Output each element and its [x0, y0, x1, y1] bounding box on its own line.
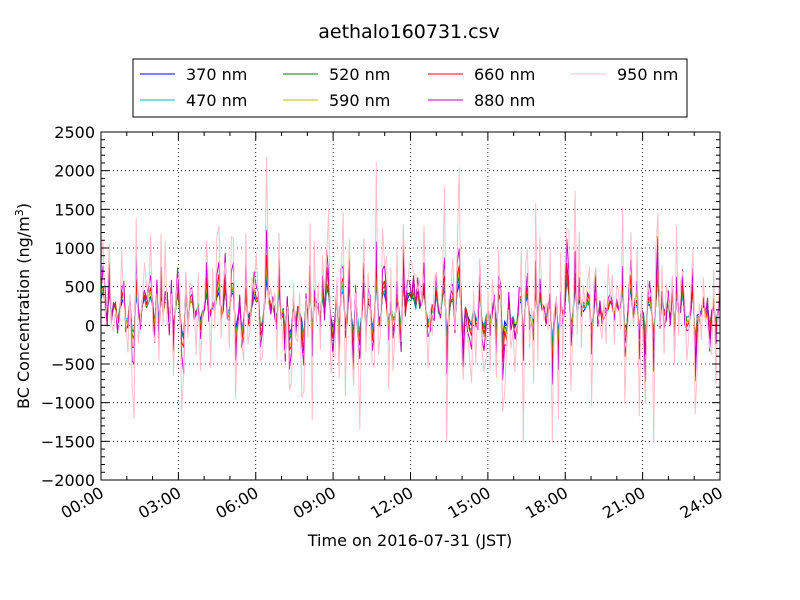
y-tick-label: 1000 [54, 239, 95, 258]
legend-label: 520 nm [329, 65, 390, 84]
x-tick-label: 12:00 [367, 483, 416, 523]
chart-title: aethalo160731.csv [318, 21, 500, 43]
x-tick-label: 06:00 [212, 483, 261, 523]
svg-text:BC Concentration (ng/m3): BC Concentration (ng/m3) [13, 203, 33, 409]
x-tick-label: 18:00 [522, 483, 571, 523]
series-line-950-nm [101, 156, 720, 443]
legend-label: 590 nm [329, 91, 390, 110]
legend-label: 950 nm [617, 65, 678, 84]
x-tick-label: 24:00 [677, 483, 726, 523]
x-tick-label: 09:00 [290, 483, 339, 523]
y-tick-label: 2500 [54, 123, 95, 142]
y-tick-label: 500 [64, 278, 95, 297]
legend-box [132, 58, 688, 118]
x-tick-label: 15:00 [444, 483, 493, 523]
y-tick-label: 2000 [54, 162, 95, 181]
legend-label: 660 nm [474, 65, 535, 84]
series-line-880-nm [101, 229, 720, 385]
plot-area [101, 132, 720, 480]
y-axis-label: BC Concentration (ng/m3) [13, 203, 33, 409]
y-tick-label: −500 [51, 355, 95, 374]
x-tick-label: 03:00 [135, 483, 184, 523]
series-group [101, 156, 720, 443]
y-tick-label: 0 [85, 316, 95, 335]
x-axis-label: Time on 2016-07-31 (JST) [307, 531, 512, 550]
x-tick-label: 21:00 [599, 483, 648, 523]
axes: −2000 −1500 −1000 −500 0 500 1000 1500 2000 2500 0… [41, 123, 726, 523]
legend-label: 370 nm [186, 65, 247, 84]
y-tick-label: 1500 [54, 200, 95, 219]
y-tick-label: −1000 [41, 394, 95, 413]
legend: 370 nm 470 nm 520 nm 590 nm 660 nm 880 nm 950 … [132, 58, 688, 118]
legend-label: 880 nm [474, 91, 535, 110]
y-tick-label: −1500 [41, 432, 95, 451]
y-tick-label: −2000 [41, 471, 95, 490]
legend-label: 470 nm [186, 91, 247, 110]
